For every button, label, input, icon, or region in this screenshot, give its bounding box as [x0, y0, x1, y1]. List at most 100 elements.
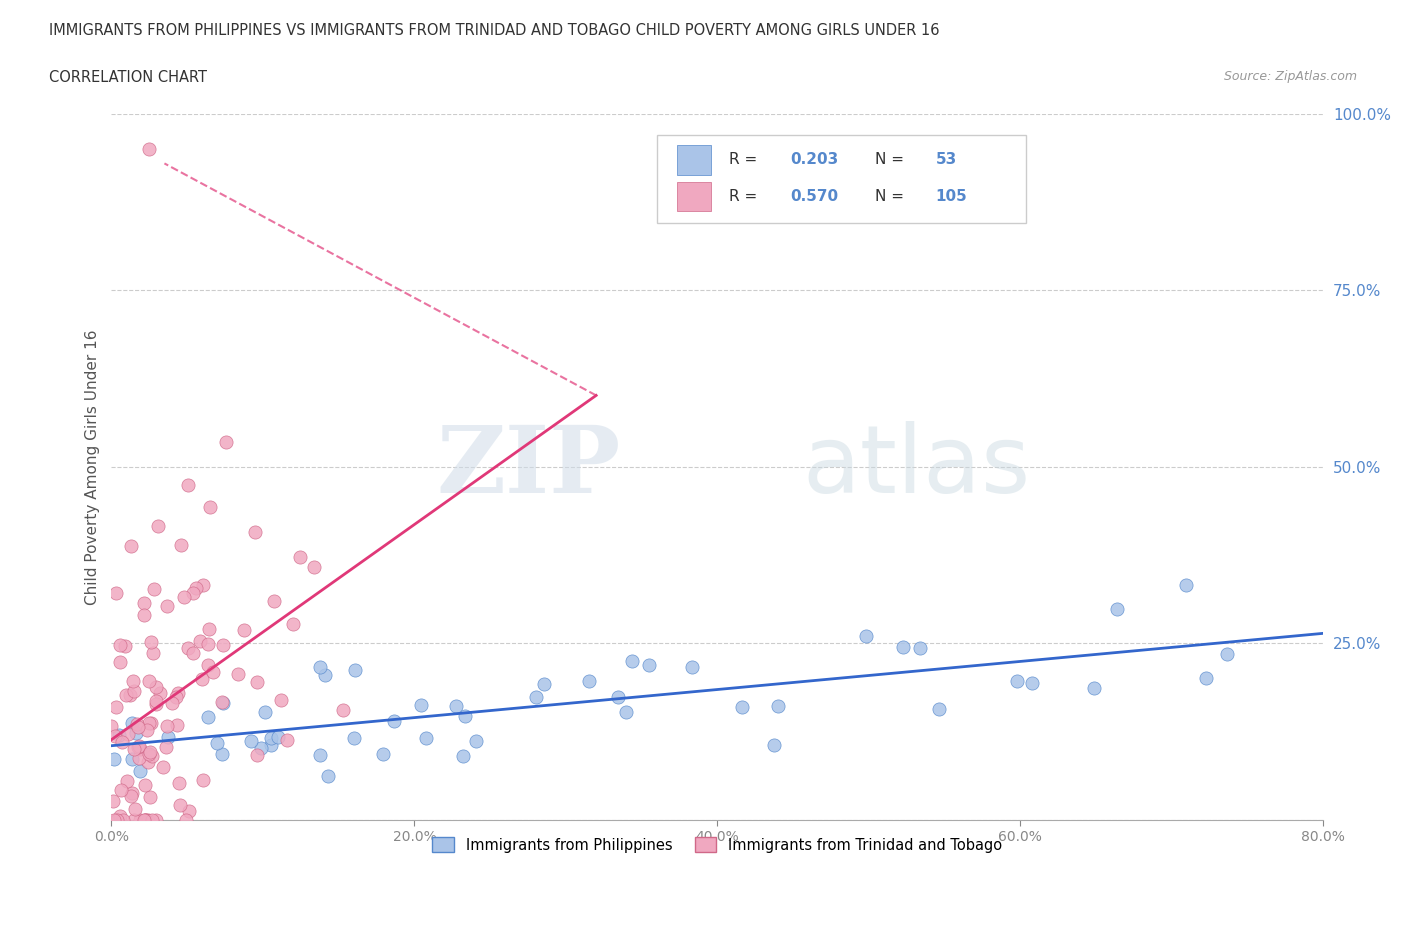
Point — [125, 725, 148, 740]
Point — [239, 734, 262, 749]
Point — [188, 633, 211, 648]
Point — [156, 598, 179, 613]
Point — [304, 560, 326, 575]
Text: ZIP: ZIP — [436, 422, 620, 512]
Point — [465, 734, 488, 749]
Point — [928, 701, 950, 716]
Point — [120, 789, 142, 804]
Point — [139, 716, 162, 731]
Point — [384, 714, 406, 729]
Point — [607, 689, 630, 704]
Point — [215, 434, 238, 449]
Point — [316, 769, 339, 784]
Point — [1174, 578, 1197, 592]
Point — [111, 734, 134, 749]
Point — [1021, 675, 1043, 690]
Point — [1216, 646, 1239, 661]
Point — [415, 730, 437, 745]
Point — [110, 638, 132, 653]
Point — [136, 754, 159, 769]
Point — [114, 639, 136, 654]
Point — [141, 749, 163, 764]
Point — [1083, 681, 1105, 696]
Point — [253, 705, 276, 720]
Point — [142, 582, 165, 597]
Point — [578, 674, 600, 689]
Point — [855, 629, 877, 644]
Point — [179, 804, 201, 818]
Point — [409, 698, 432, 712]
Point — [165, 689, 187, 704]
Point — [197, 658, 219, 672]
Y-axis label: Child Poverty Among Girls Under 16: Child Poverty Among Girls Under 16 — [86, 329, 100, 604]
Point — [181, 585, 204, 600]
Text: IMMIGRANTS FROM PHILIPPINES VS IMMIGRANTS FROM TRINIDAD AND TOBAGO CHILD POVERTY: IMMIGRANTS FROM PHILIPPINES VS IMMIGRANT… — [49, 23, 939, 38]
Point — [134, 813, 156, 828]
Point — [638, 658, 661, 672]
Point — [157, 729, 180, 744]
Point — [198, 500, 221, 515]
Point — [212, 637, 235, 652]
Point — [169, 776, 191, 790]
Point — [152, 760, 174, 775]
Point — [197, 636, 219, 651]
Point — [267, 729, 290, 744]
Point — [136, 813, 159, 828]
Point — [122, 684, 145, 698]
Point — [127, 739, 149, 754]
Point — [177, 477, 200, 492]
Text: 53: 53 — [935, 153, 956, 167]
Point — [107, 727, 129, 742]
FancyBboxPatch shape — [678, 181, 711, 211]
Point — [191, 578, 214, 592]
Point — [138, 673, 160, 688]
Point — [893, 640, 915, 655]
Point — [211, 747, 233, 762]
Point — [1105, 602, 1128, 617]
Text: 105: 105 — [935, 189, 967, 204]
Point — [454, 709, 477, 724]
Point — [138, 790, 160, 804]
Point — [309, 659, 332, 674]
Point — [128, 751, 150, 765]
Point — [167, 685, 190, 700]
Point — [170, 538, 193, 552]
Point — [145, 697, 167, 711]
Point — [103, 751, 125, 766]
Point — [117, 774, 139, 789]
Point — [451, 749, 474, 764]
Point — [1195, 671, 1218, 685]
Point — [134, 777, 156, 792]
Point — [446, 698, 468, 713]
Point — [762, 738, 785, 753]
Point — [1007, 674, 1029, 689]
Point — [101, 793, 124, 808]
Point — [197, 710, 219, 724]
Point — [117, 726, 139, 741]
Point — [104, 699, 127, 714]
Point — [288, 550, 311, 565]
Point — [184, 580, 207, 595]
Point — [270, 693, 292, 708]
Point — [100, 718, 122, 733]
Point — [132, 595, 155, 610]
Point — [174, 813, 197, 828]
Point — [281, 617, 304, 631]
Point — [191, 773, 214, 788]
Point — [145, 680, 167, 695]
Point — [122, 813, 145, 828]
Point — [141, 813, 163, 828]
Point — [124, 802, 146, 817]
Point — [332, 702, 354, 717]
Point — [276, 732, 298, 747]
Point — [198, 621, 221, 636]
Text: 0.203: 0.203 — [790, 153, 838, 167]
Point — [121, 716, 143, 731]
Point — [105, 813, 128, 828]
Point — [104, 813, 127, 828]
Point — [260, 737, 283, 752]
Point — [681, 659, 703, 674]
Point — [132, 813, 155, 828]
Point — [104, 585, 127, 600]
Point — [373, 746, 395, 761]
